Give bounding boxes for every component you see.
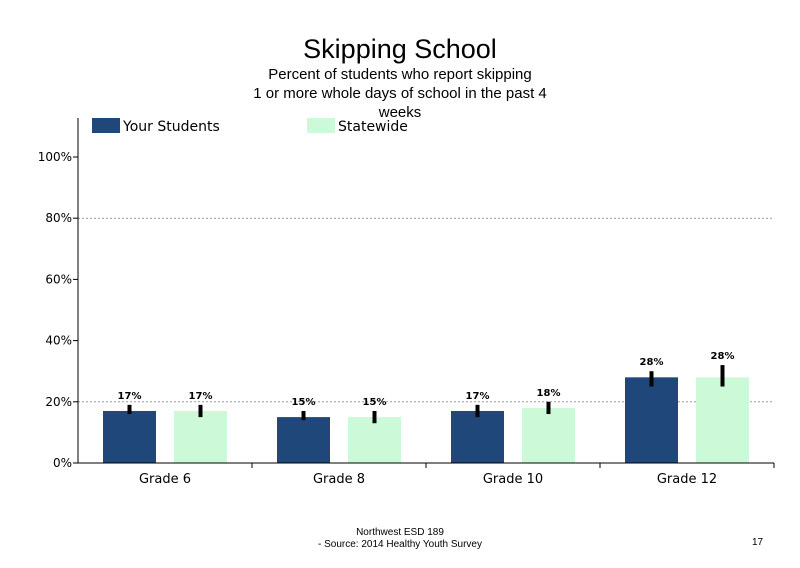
chart-subtitle-line-2: 1 or more whole days of school in the pa… (253, 85, 547, 102)
x-tick-label: Grade 12 (657, 472, 717, 487)
bar-statewide (522, 407, 575, 463)
x-tick-label: Grade 6 (139, 472, 191, 487)
footer-source: - Source: 2014 Healthy Youth Survey (318, 539, 482, 550)
bar-statewide (174, 410, 227, 463)
data-label: 18% (537, 388, 561, 399)
y-tick-label: 0% (53, 456, 72, 470)
data-label: 17% (189, 391, 213, 402)
chart-subtitle-line-3: weeks (378, 104, 422, 118)
data-label: 17% (118, 391, 142, 402)
page-number: 17 (752, 537, 764, 548)
y-tick-label: 80% (45, 211, 72, 225)
legend-swatch (92, 118, 120, 133)
chart-subtitle-line-1: Percent of students who report skipping (268, 66, 532, 83)
bar-your-students (103, 410, 156, 463)
data-label: 15% (292, 397, 316, 408)
y-tick-label: 100% (38, 150, 72, 164)
y-tick-label: 40% (45, 334, 72, 348)
bar-statewide (348, 417, 401, 463)
data-label: 15% (363, 397, 387, 408)
bar-your-students (277, 417, 330, 463)
bar-statewide (696, 377, 749, 463)
data-label: 17% (466, 391, 490, 402)
legend-label: Statewide (338, 119, 408, 135)
data-label: 28% (711, 351, 735, 362)
legend-label: Your Students (122, 119, 220, 135)
x-tick-label: Grade 8 (313, 472, 365, 487)
legend-swatch (307, 118, 335, 133)
bar-your-students (451, 410, 504, 463)
chart-title: Skipping School (303, 34, 497, 64)
y-tick-label: 20% (45, 395, 72, 409)
bar-your-students (625, 377, 678, 463)
y-tick-label: 60% (45, 272, 72, 286)
data-label: 28% (640, 357, 664, 368)
x-tick-label: Grade 10 (483, 472, 543, 487)
footer-source-org: Northwest ESD 189 (356, 527, 444, 538)
